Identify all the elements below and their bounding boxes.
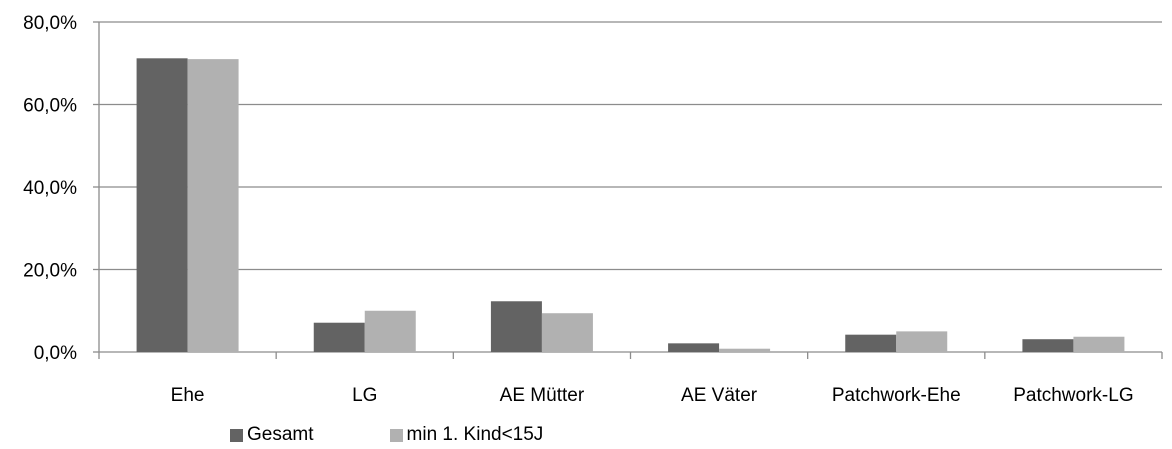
bar-min-kind xyxy=(541,313,593,352)
y-tick-label: 80,0% xyxy=(23,13,77,34)
bar-min-kind xyxy=(1073,336,1125,352)
x-category-label: LG xyxy=(352,385,377,406)
bar-gesamt xyxy=(1022,339,1074,352)
bar-min-kind xyxy=(187,59,239,352)
x-category-label: Ehe xyxy=(171,385,205,406)
legend-swatch-gesamt xyxy=(230,428,243,442)
bar-gesamt xyxy=(313,322,365,352)
bar-gesamt xyxy=(668,343,720,352)
x-category-label: AE Mütter xyxy=(500,385,585,406)
y-tick-label: 20,0% xyxy=(23,261,77,282)
x-category-label: Patchwork-LG xyxy=(1013,385,1133,406)
y-tick-label: 0,0% xyxy=(34,343,77,364)
legend-item-gesamt: Gesamt xyxy=(230,424,314,446)
bar-min-kind xyxy=(896,331,948,352)
bar-gesamt xyxy=(136,58,188,353)
bar-gesamt xyxy=(845,334,897,352)
legend-label-gesamt: Gesamt xyxy=(247,424,314,445)
bar-min-kind xyxy=(719,348,771,352)
legend: Gesamt min 1. Kind<15J xyxy=(230,424,543,446)
y-tick-label: 60,0% xyxy=(23,96,77,117)
legend-item-min-kind: min 1. Kind<15J xyxy=(389,424,544,446)
legend-label-min-kind: min 1. Kind<15J xyxy=(406,424,544,445)
bar-chart: 0,0% 20,0% 40,0% 60,0% 80,0% Ehe LG AE Mütter AE… xyxy=(23,13,1163,406)
y-tick-label: 40,0% xyxy=(23,178,77,199)
x-category-label: AE Väter xyxy=(681,385,758,406)
bar-min-kind xyxy=(364,310,416,352)
x-category-label: Patchwork-Ehe xyxy=(832,385,961,406)
bar-gesamt xyxy=(490,301,542,352)
legend-swatch-min-kind xyxy=(389,428,403,442)
